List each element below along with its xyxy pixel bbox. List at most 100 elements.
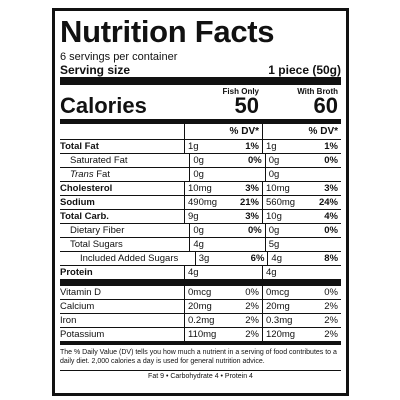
daily-value: 2% [324, 315, 338, 326]
amount: 10g [266, 211, 282, 222]
spacer [60, 85, 184, 96]
amount: 4g [188, 267, 199, 278]
daily-value: 3% [245, 183, 259, 194]
daily-value: 0% [324, 155, 338, 166]
amount-cell: 9g 3% [184, 210, 262, 223]
daily-value: 0% [324, 287, 338, 298]
dv-heading-row: % DV* % DV* [60, 124, 341, 140]
daily-value: 8% [324, 253, 339, 264]
daily-value: 2% [245, 329, 259, 340]
nutrient-name-cell: Dietary Fiber [60, 224, 189, 237]
amount-cell: 0g 0% [264, 154, 341, 167]
title: Nutrition Facts [60, 14, 275, 49]
nutrient-row: Saturated Fat 0g 0% 0g 0% [60, 154, 341, 168]
amount: 120mg [266, 329, 296, 340]
nutrient-name: Total Fat [60, 141, 99, 152]
nutrient-name-cell: Cholesterol [60, 182, 184, 195]
nutrient-name-cell: Total Carb. [60, 210, 184, 223]
serving-size-value: 1 piece (50g) [268, 63, 341, 77]
amount-cell: 490mg 21% [184, 196, 262, 209]
nutrient-name: Calcium [60, 301, 95, 312]
daily-value: 3% [245, 211, 259, 222]
amount: 1g [266, 141, 277, 152]
nutrient-name: Included Added Sugars [80, 253, 179, 264]
amount: 0.2mg [188, 315, 215, 326]
amount: 0g [193, 225, 204, 236]
nutrient-row: Trans Fat 0g 0g [60, 168, 341, 182]
daily-value: 2% [245, 301, 259, 312]
nutrient-name: Saturated Fat [70, 155, 128, 166]
nutrient-name-cell: Iron [60, 314, 184, 327]
medium-rule [60, 119, 341, 124]
nutrient-name: Potassium [60, 329, 105, 340]
amount: 20mg [188, 301, 212, 312]
amount-cell: 10g 4% [262, 210, 341, 223]
nutrient-name-prefix: Trans [70, 169, 94, 180]
calories-value: 60 [313, 93, 338, 118]
nutrient-row: Included Added Sugars 3g 6% 4g 8% [60, 252, 341, 266]
daily-value: 24% [318, 197, 338, 208]
amount-cell: 20mg 2% [184, 300, 262, 313]
daily-value: 0% [247, 155, 262, 166]
amount: 4g [266, 267, 277, 278]
amount-cell: 20mg 2% [262, 300, 341, 313]
amount-cell: 0mcg 0% [262, 286, 341, 299]
amount-cell: 4g [262, 266, 341, 279]
daily-value: 1% [324, 141, 338, 152]
daily-value: 2% [245, 315, 259, 326]
nutrition-label: Nutrition Facts 6 servings per container… [52, 8, 349, 396]
spacer [60, 124, 184, 139]
nutrient-row: Total Sugars 4g 5g [60, 238, 341, 252]
amount: 3g [198, 253, 210, 264]
amount-cell: 560mg 24% [262, 196, 341, 209]
micronutrient-table: Vitamin D 0mcg 0% 0mcg 0% Calcium 20mg 2% 20mg 2%… [60, 286, 341, 341]
dv-heading: % DV* [262, 124, 341, 139]
nutrient-name-cell: Included Added Sugars [60, 252, 195, 265]
nutrient-row: Sodium 490mg 21% 560mg 24% [60, 196, 341, 210]
nutrient-name: Fat [96, 169, 110, 180]
amount-cell: 110mg 2% [184, 328, 262, 341]
calories-value: 50 [234, 93, 259, 118]
amount-cell: 4g [184, 266, 262, 279]
amount: 0.3mg [266, 315, 293, 326]
footnote: The % Daily Value (DV) tells you how muc… [60, 345, 341, 371]
amount: 0mcg [266, 287, 290, 298]
nutrient-row: Total Fat 1g 1% 1g 1% [60, 140, 341, 154]
nutrient-row: Calcium 20mg 2% 20mg 2% [60, 300, 341, 314]
thick-rule [60, 77, 341, 85]
amount-cell: 120mg 2% [262, 328, 341, 341]
amount-cell: 0g 0% [264, 224, 341, 237]
amount: 110mg [188, 329, 217, 340]
amount: 10mg [266, 183, 290, 194]
calories-label: Calories [60, 96, 147, 116]
amount-cell: 0g [264, 168, 341, 181]
amount-cell: 1g 1% [184, 140, 262, 153]
amount-cell: 0mcg 0% [184, 286, 262, 299]
column-headings: Fish Only With Broth [60, 85, 341, 96]
nutrient-name: Protein [60, 267, 93, 278]
amount: 0mcg [188, 287, 212, 298]
nutrient-name-cell: Trans Fat [60, 168, 189, 181]
daily-value: 0% [245, 287, 259, 298]
nutrient-name-cell: Vitamin D [60, 286, 184, 299]
nutrient-name: Cholesterol [60, 183, 113, 194]
nutrient-row: Cholesterol 10mg 3% 10mg 3% [60, 182, 341, 196]
nutrient-table: Total Fat 1g 1% 1g 1% Saturated Fat 0g 0% 0g 0% Tr… [60, 140, 341, 279]
amount-cell: 1g 1% [262, 140, 341, 153]
daily-value: 21% [239, 197, 259, 208]
daily-value: 1% [245, 141, 259, 152]
amount: 0g [268, 155, 280, 166]
daily-value: 4% [324, 211, 338, 222]
amount-cell: 0g 0% [189, 224, 264, 237]
nutrient-name-cell: Saturated Fat [60, 154, 189, 167]
column-heading: Fish Only [222, 87, 259, 96]
nutrient-name-cell: Protein [60, 266, 184, 279]
amount-cell: 4g 8% [267, 252, 341, 265]
nutrient-row: Potassium 110mg 2% 120mg 2% [60, 328, 341, 341]
amount: 4g [193, 239, 204, 250]
nutrient-name-cell: Sodium [60, 196, 184, 209]
daily-value: 0% [247, 225, 262, 236]
nutrient-row: Dietary Fiber 0g 0% 0g 0% [60, 224, 341, 238]
amount: 0g [268, 225, 280, 236]
